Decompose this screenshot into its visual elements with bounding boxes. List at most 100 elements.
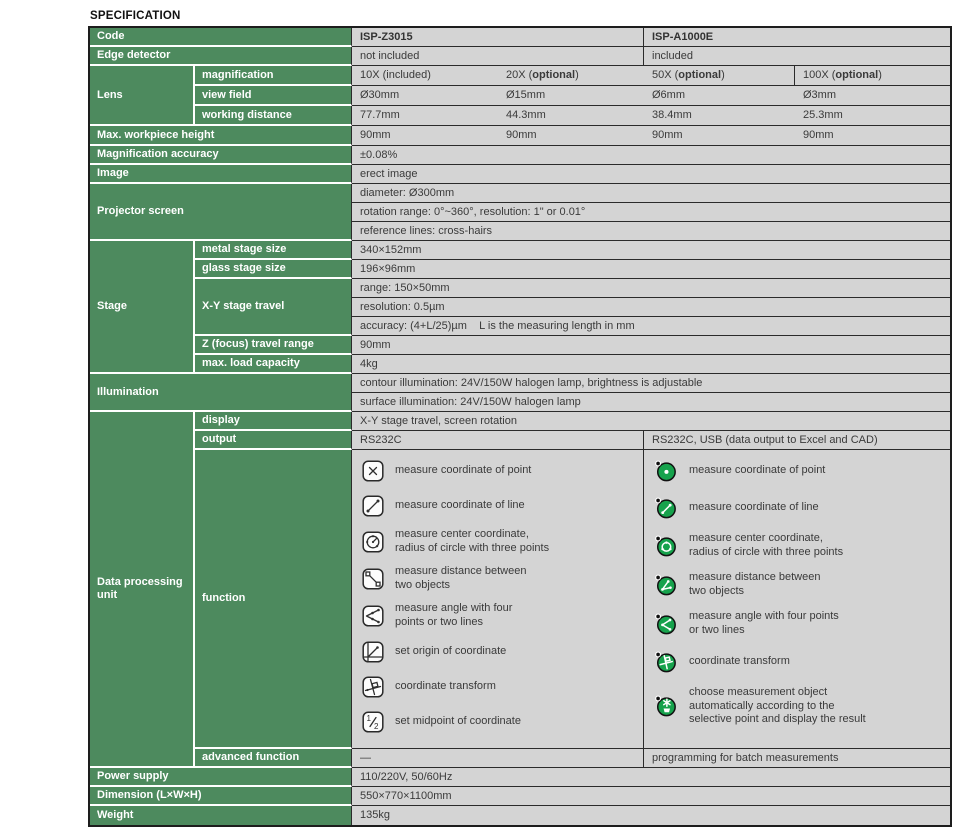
circle-icon <box>654 534 678 558</box>
cell-output-b: RS232C, USB (data output to Excel and CA… <box>644 431 950 450</box>
row-label-working-distance: working distance <box>195 106 352 126</box>
mag-10x: 10X (included) <box>360 69 431 81</box>
row-label-stage: Stage <box>90 241 195 374</box>
function-list-isp-a1000e: measure coordinate of point measure coor… <box>644 450 950 749</box>
cell-xy-accuracy: accuracy: (4+L/25)µm L is the measuring … <box>352 317 950 336</box>
view-field-50x: Ø6mm <box>652 89 685 101</box>
view-field-10x: Ø30mm <box>360 89 400 101</box>
row-label-magnification-accuracy: Magnification accuracy <box>90 146 352 165</box>
row-label-weight: Weight <box>90 806 352 825</box>
cell-contour-illumination: contour illumination: 24V/150W halogen l… <box>352 374 950 393</box>
mwh-1: 90mm <box>360 129 391 141</box>
function-item: coordinate transform <box>654 649 944 674</box>
function-item: measure angle with four points or two li… <box>362 602 637 629</box>
cell-advanced-a: — <box>352 749 644 768</box>
point-icon <box>654 459 678 483</box>
function-item: measure coordinate of point <box>362 458 637 483</box>
cell-dimension: 550×770×1100mm <box>352 787 950 806</box>
cell-screen-diameter: diameter: Ø300mm <box>352 184 950 203</box>
row-label-power-supply: Power supply <box>90 768 352 787</box>
distance-icon <box>362 567 384 590</box>
point-icon <box>362 459 384 482</box>
wd-20x: 44.3mm <box>506 109 546 121</box>
distance-icon <box>654 573 678 597</box>
function-item: measure coordinate of line <box>362 493 637 518</box>
transform-icon <box>362 675 384 698</box>
mwh-4: 90mm <box>803 129 834 141</box>
mag-20x: 20X (optional) <box>506 69 579 81</box>
circle-icon <box>362 530 384 553</box>
row-label-output: output <box>195 431 352 450</box>
cell-surface-illumination: surface illumination: 24V/150W halogen l… <box>352 393 950 412</box>
row-label-data-processing-unit: Data processing unit <box>90 412 195 768</box>
row-label-code: Code <box>90 28 352 47</box>
cell-max-workpiece-height: 90mm 90mm 90mm 90mm <box>352 126 950 146</box>
cell-code-b: ISP-A1000E <box>644 28 950 47</box>
function-item: coordinate transform <box>362 674 637 699</box>
function-list-isp-z3015: measure coordinate of point measure coor… <box>352 450 644 749</box>
row-label-glass-stage-size: glass stage size <box>195 260 352 279</box>
angle-icon <box>362 604 384 627</box>
svg-text:1: 1 <box>367 714 372 723</box>
cell-load-capacity: 4kg <box>352 355 950 374</box>
line-icon <box>654 496 678 520</box>
row-label-xy-stage-travel: X-Y stage travel <box>195 279 352 336</box>
row-label-dimension: Dimension (L×W×H) <box>90 787 352 806</box>
cell-z-travel: 90mm <box>352 336 950 355</box>
cell-advanced-b: programming for batch measurements <box>644 749 950 768</box>
function-item: measure coordinate of point <box>654 458 944 483</box>
cell-code-a: ISP-Z3015 <box>352 28 644 47</box>
row-label-max-workpiece-height: Max. workpiece height <box>90 126 352 146</box>
row-label-lens: Lens <box>90 66 195 126</box>
cell-edge-a: not included <box>352 47 644 66</box>
row-label-illumination: Illumination <box>90 374 352 412</box>
wd-10x: 77.7mm <box>360 109 400 121</box>
mwh-3: 90mm <box>652 129 683 141</box>
cell-display: X-Y stage travel, screen rotation <box>352 412 950 431</box>
view-field-100x: Ø3mm <box>803 89 836 101</box>
row-label-advanced-function: advanced function <box>195 749 352 768</box>
function-item: measure angle with four points or two li… <box>654 610 944 637</box>
cell-xy-range: range: 150×50mm <box>352 279 950 298</box>
page-title: SPECIFICATION <box>90 10 181 22</box>
angle-icon <box>654 612 678 636</box>
cell-metal-stage-size: 340×152mm <box>352 241 950 260</box>
cell-edge-b: included <box>644 47 950 66</box>
mwh-2: 90mm <box>506 129 537 141</box>
row-label-projector-screen: Projector screen <box>90 184 352 241</box>
cell-xy-resolution: resolution: 0.5µm <box>352 298 950 317</box>
row-label-image: Image <box>90 165 352 184</box>
cell-output-a: RS232C <box>352 431 644 450</box>
svg-text:2: 2 <box>374 722 379 731</box>
cell-magnification-accuracy: ±0.08% <box>352 146 950 165</box>
mag-100x: 100X (optional) <box>795 66 950 86</box>
function-item: choose measurement object automatically … <box>654 686 944 727</box>
row-label-metal-stage-size: metal stage size <box>195 241 352 260</box>
function-item: measure distance between two objects <box>362 565 637 592</box>
cell-weight: 135kg <box>352 806 950 825</box>
wd-100x: 25.3mm <box>803 109 843 121</box>
cell-view-field: Ø30mm Ø15mm Ø6mm Ø3mm <box>352 86 950 106</box>
auto-measure-icon <box>654 694 678 718</box>
cell-screen-rotation: rotation range: 0°~360°, resolution: 1" … <box>352 203 950 222</box>
function-item: set origin of coordinate <box>362 639 637 664</box>
transform-icon <box>654 650 678 674</box>
row-label-view-field: view field <box>195 86 352 106</box>
cell-magnification-1to3: 10X (included) 20X (optional) 50X (optiona… <box>352 66 795 86</box>
line-icon <box>362 494 384 517</box>
cell-image: erect image <box>352 165 950 184</box>
row-label-load-capacity: max. load capacity <box>195 355 352 374</box>
mag-50x: 50X (optional) <box>652 69 725 81</box>
view-field-20x: Ø15mm <box>506 89 546 101</box>
row-label-function: function <box>195 450 352 749</box>
cell-power-supply: 110/220V, 50/60Hz <box>352 768 950 787</box>
origin-icon <box>362 640 384 663</box>
row-label-z-travel: Z (focus) travel range <box>195 336 352 355</box>
row-label-magnification: magnification <box>195 66 352 86</box>
function-item: measure distance between two objects <box>654 571 944 598</box>
function-item: measure coordinate of line <box>654 495 944 520</box>
spec-table: Code ISP-Z3015 ISP-A1000E Edge detector … <box>88 26 952 827</box>
